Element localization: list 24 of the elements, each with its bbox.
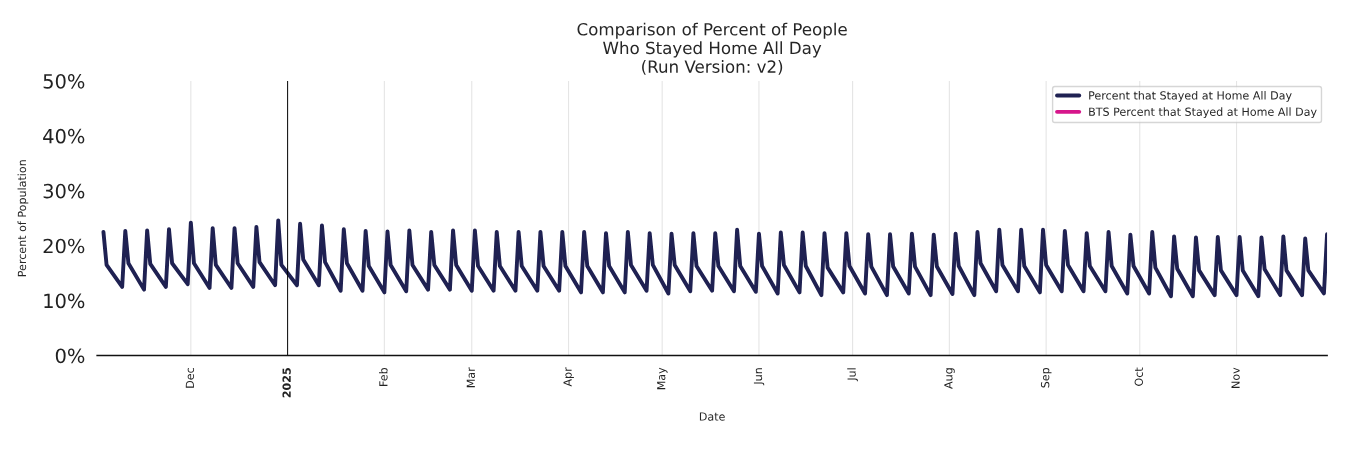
x-tick-label: 2025: [282, 368, 291, 398]
y-axis-title: Percent of Population: [17, 160, 29, 277]
chart-title: Comparison of Percent of People Who Stayed Home All Day (Run Version: v2): [577, 22, 847, 75]
legend-label: BTS Percent that Stayed at Home All Day: [1089, 107, 1317, 119]
y-tick-label: 0%: [55, 348, 85, 364]
line-series: [101, 218, 1328, 299]
x-tick-label: Mar: [466, 367, 475, 388]
y-tick-label: 20%: [43, 238, 85, 254]
x-tick-label: Dec: [185, 368, 195, 388]
y-tick-label: 40%: [43, 128, 85, 144]
legend-label: Percent that Stayed at Home All Day: [1089, 91, 1292, 102]
x-tick-label: Oct: [1134, 367, 1143, 386]
x-tick-label: May: [657, 367, 668, 390]
x-tick-label: Feb: [379, 367, 388, 386]
x-tick-label: Jul: [847, 368, 858, 382]
y-tick-label: 50%: [43, 73, 85, 89]
x-tick-label: Jun: [753, 368, 765, 386]
x-tick-label: Apr: [563, 367, 574, 387]
x-tick-label: Aug: [944, 368, 955, 389]
y-tick-label: 10%: [44, 293, 85, 309]
x-tick-label: Nov: [1231, 367, 1240, 388]
x-axis-title: Date: [699, 412, 725, 421]
y-tick-label: 30%: [43, 183, 85, 199]
x-tick-label: Sep: [1040, 367, 1052, 388]
